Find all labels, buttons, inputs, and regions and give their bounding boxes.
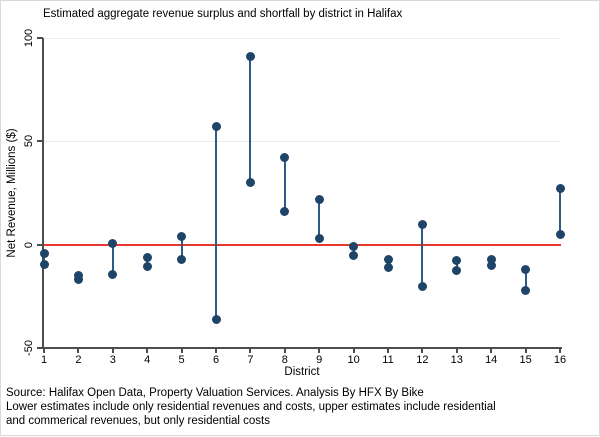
x-tick-label: 10 <box>347 354 360 366</box>
data-point-upper <box>177 231 187 241</box>
range-spike <box>455 260 458 271</box>
x-tick <box>387 348 389 353</box>
range-spike <box>146 257 149 267</box>
data-point-upper <box>314 194 324 204</box>
x-tick-label: 5 <box>178 354 185 366</box>
y-tick-label: 50 <box>23 135 35 148</box>
source-line: Source: Halifax Open Data, Property Valu… <box>6 387 424 399</box>
x-tick-label: 6 <box>212 354 220 366</box>
data-point-lower <box>314 233 324 243</box>
x-tick <box>524 348 527 353</box>
y-tick <box>37 347 43 349</box>
data-point-upper <box>108 239 118 249</box>
range-spike <box>283 157 286 212</box>
data-point-lower <box>349 250 359 260</box>
x-tick <box>283 348 286 353</box>
x-tick <box>180 348 183 353</box>
x-tick <box>455 348 458 353</box>
data-point-upper <box>142 252 152 262</box>
range-spike <box>318 199 321 239</box>
x-axis-line <box>42 347 562 349</box>
x-tick-label: 2 <box>75 354 82 366</box>
x-tick <box>318 348 321 353</box>
y-tick-label: 100 <box>23 28 35 48</box>
x-tick-label: 14 <box>485 354 498 366</box>
data-point-lower <box>383 262 393 272</box>
y-tick <box>37 140 43 143</box>
x-tick <box>249 348 252 353</box>
x-tick-label: 16 <box>553 354 567 366</box>
data-point-upper <box>383 254 393 264</box>
note-line-1: Lower estimates include only residential… <box>6 401 496 413</box>
x-tick-label: 12 <box>416 354 429 366</box>
x-tick <box>421 348 424 353</box>
x-tick <box>352 348 355 353</box>
data-point-upper <box>349 242 359 252</box>
data-point-lower <box>73 275 83 285</box>
data-point-lower <box>521 285 531 295</box>
range-spike <box>180 236 183 260</box>
data-point-lower <box>486 260 496 270</box>
data-point-lower <box>142 261 152 271</box>
x-tick <box>490 348 493 353</box>
range-spike <box>249 56 252 183</box>
x-tick-label: 7 <box>247 354 254 366</box>
source-notes: Source: Halifax Open Data, Property Valu… <box>6 386 496 428</box>
h-gridline <box>43 140 561 142</box>
note-line-2: and commerical revenues, but only reside… <box>6 415 270 427</box>
data-point-upper <box>452 255 462 265</box>
x-tick-label: 3 <box>109 354 116 366</box>
data-point-upper <box>555 184 565 194</box>
data-point-lower <box>245 178 255 188</box>
y-tick <box>37 37 43 39</box>
x-axis-title: District <box>284 366 320 378</box>
x-tick-label: 13 <box>450 354 463 366</box>
chart-title: Estimated aggregate revenue surplus and … <box>43 8 403 20</box>
h-gridline <box>43 37 561 39</box>
y-tick-label: -50 <box>23 340 35 356</box>
zero-reference-line <box>43 243 561 246</box>
data-point-lower <box>280 207 290 217</box>
x-tick-label: 15 <box>519 354 532 366</box>
data-point-lower <box>211 314 221 324</box>
x-tick <box>43 348 45 353</box>
x-tick-label: 4 <box>144 354 151 366</box>
data-point-lower <box>417 281 427 291</box>
x-tick-label: 1 <box>40 354 48 366</box>
x-tick <box>77 348 80 353</box>
y-axis-line <box>42 38 44 348</box>
data-point-upper <box>211 122 221 132</box>
range-spike <box>559 188 561 235</box>
x-tick-label: 8 <box>281 354 288 366</box>
range-spike <box>421 224 424 286</box>
data-point-upper <box>39 249 49 259</box>
x-tick-label: 9 <box>316 354 323 366</box>
data-point-lower <box>555 229 565 239</box>
range-spike <box>215 126 217 320</box>
data-point-lower <box>177 254 187 264</box>
data-point-lower <box>452 266 462 275</box>
x-tick-label: 11 <box>382 354 394 366</box>
data-point-upper <box>417 219 427 229</box>
data-point-upper <box>245 52 255 62</box>
data-point-lower <box>39 259 49 269</box>
y-tick-label: 0 <box>23 241 35 248</box>
data-point-upper <box>486 254 496 264</box>
data-point-lower <box>108 270 118 280</box>
data-point-upper <box>280 153 290 163</box>
x-tick <box>111 348 114 353</box>
data-point-upper <box>521 264 531 274</box>
x-tick <box>215 348 217 353</box>
x-tick <box>559 348 561 353</box>
x-tick <box>146 348 149 353</box>
range-spike <box>43 253 45 265</box>
range-spike <box>524 269 527 291</box>
range-spike <box>111 243 114 275</box>
y-tick <box>37 243 43 246</box>
